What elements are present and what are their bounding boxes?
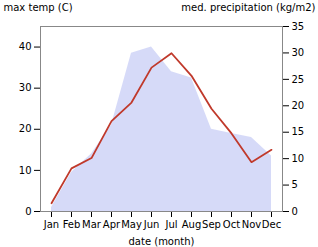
svg-text:date (month): date (month) <box>129 236 195 247</box>
svg-text:Oct: Oct <box>223 219 240 230</box>
svg-text:Sep: Sep <box>202 219 221 230</box>
svg-text:20: 20 <box>292 100 305 111</box>
svg-text:Jan: Jan <box>43 219 59 230</box>
svg-text:Aug: Aug <box>182 219 202 230</box>
svg-text:May: May <box>121 219 142 230</box>
svg-text:30: 30 <box>292 47 305 58</box>
svg-text:10: 10 <box>292 153 305 164</box>
svg-text:Dec: Dec <box>262 219 281 230</box>
svg-text:35: 35 <box>292 21 305 32</box>
svg-text:Feb: Feb <box>63 219 81 230</box>
svg-text:10: 10 <box>19 165 32 176</box>
svg-text:5: 5 <box>292 179 298 190</box>
svg-text:30: 30 <box>19 82 32 93</box>
svg-text:20: 20 <box>19 123 32 134</box>
svg-text:max temp (C): max temp (C) <box>4 2 73 13</box>
svg-text:15: 15 <box>292 126 305 137</box>
svg-text:0: 0 <box>292 206 298 217</box>
svg-text:Mar: Mar <box>82 219 102 230</box>
svg-text:0: 0 <box>25 206 31 217</box>
svg-text:med. precipitation (kg/m2): med. precipitation (kg/m2) <box>181 2 315 13</box>
svg-text:25: 25 <box>292 74 305 85</box>
svg-text:Jul: Jul <box>164 219 177 230</box>
svg-text:Nov: Nov <box>242 219 262 230</box>
svg-text:Apr: Apr <box>103 219 121 230</box>
svg-text:Jun: Jun <box>143 219 160 230</box>
svg-text:40: 40 <box>19 41 32 52</box>
